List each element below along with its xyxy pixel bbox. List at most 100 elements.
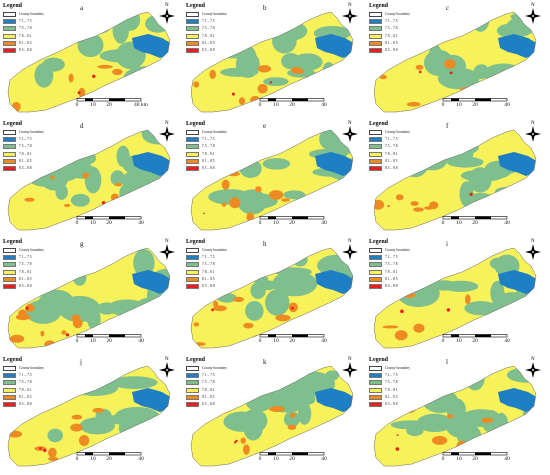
- legend-swatch: [186, 255, 199, 261]
- scale-tick-label: 20: [106, 456, 112, 462]
- legend-row-county-boundary: County boundary: [186, 11, 244, 18]
- scale-tick-label: 0: [258, 220, 262, 226]
- map-panel-b: Legend County boundary 7.1 – 7.5 7.5 – 7.8 7…: [183, 0, 365, 118]
- scale-tick-label: 20: [472, 338, 478, 344]
- ph-class-area-green: [133, 249, 155, 277]
- ph-class-area-red: [25, 306, 29, 310]
- legend-label: County boundary: [385, 366, 411, 371]
- ph-class-area-yellow: [8, 366, 170, 466]
- legend-label: 7.1 – 7.5: [385, 19, 398, 24]
- map-panel-a: Legend County boundary 7.1 – 7.5 7.5 – 7.8 7…: [0, 0, 182, 118]
- county-boundary-swatch: [369, 248, 382, 254]
- legend-label: 7.8 – 8.1: [385, 151, 398, 156]
- ph-class-area-red: [291, 306, 294, 310]
- ph-class-area-green: [34, 63, 54, 88]
- legend: Legend County boundary 7.1 – 7.5 7.5 – 7.8 7…: [3, 357, 61, 408]
- map-panel-j: Legend County boundary 7.1 – 7.5 7.5 – 7.8 7…: [0, 354, 182, 472]
- legend-label: County boundary: [19, 366, 45, 371]
- legend-swatch: [186, 276, 199, 282]
- legend-row: 7.8 – 8.1: [369, 269, 427, 276]
- scale-tick-label: 0: [258, 102, 262, 108]
- county-boundary-swatch: [186, 248, 199, 254]
- legend-label: 7.1 – 7.5: [202, 373, 215, 378]
- legend-swatch: [369, 373, 382, 379]
- ph-class-area-orange: [382, 325, 399, 329]
- map-panel-c: Legend County boundary 7.1 – 7.5 7.5 – 7.8 7…: [366, 0, 548, 118]
- ph-class-area-orange: [193, 322, 200, 327]
- lake-area: [498, 34, 536, 58]
- county-boundary: [7, 365, 171, 467]
- ph-class-area-orange: [48, 447, 57, 458]
- legend-swatch: [186, 26, 199, 32]
- map-panel-l: Legend County boundary 7.1 – 7.5 7.5 – 7.8 7…: [366, 354, 548, 472]
- legend-title: Legend: [369, 239, 389, 245]
- panel-label: g: [80, 240, 84, 248]
- legend-row: 8.1 – 8.5: [369, 40, 427, 47]
- legend-label: 7.8 – 8.1: [19, 33, 32, 38]
- lake-area: [315, 388, 353, 412]
- ph-class-area-green: [299, 393, 316, 405]
- legend-label: 8.5 – 8.8: [385, 402, 398, 407]
- map-panel-i: Legend County boundary 7.1 – 7.5 7.5 – 7.8 7…: [366, 236, 548, 354]
- legend-label: 8.5 – 8.8: [385, 284, 398, 289]
- ph-class-area-orange: [415, 64, 424, 70]
- ph-class-area-orange: [421, 104, 435, 111]
- lake-area: [498, 388, 536, 412]
- ph-class-area-red: [65, 333, 70, 337]
- county-boundary-swatch: [3, 130, 16, 136]
- ph-class-area-green: [265, 289, 290, 316]
- north-arrow-icon: N: [339, 121, 361, 146]
- ph-class-area-orange: [379, 74, 387, 80]
- scale-tick-label: 20: [289, 220, 295, 226]
- map-h: [190, 247, 354, 349]
- legend-swatch: [369, 387, 382, 393]
- legend-row: 8.5 – 8.8: [3, 165, 61, 172]
- legend-row-county-boundary: County boundary: [369, 365, 427, 372]
- legend-label: 8.1 – 8.5: [19, 276, 32, 281]
- ph-class-area-green: [483, 63, 524, 84]
- north-arrow-icon: N: [522, 3, 544, 28]
- ph-class-area-red: [396, 434, 399, 436]
- ph-class-area-green: [260, 16, 291, 34]
- scale-tick-label: 0: [441, 456, 445, 462]
- legend-row: 7.1 – 7.5: [3, 372, 61, 379]
- legend-row: 8.1 – 8.5: [186, 40, 244, 47]
- legend-label: County boundary: [385, 130, 411, 135]
- ph-class-area-orange: [255, 186, 262, 193]
- legend-row-county-boundary: County boundary: [3, 11, 61, 18]
- legend-title: Legend: [186, 121, 206, 127]
- legend-label: 7.5 – 7.8: [385, 26, 398, 31]
- ph-class-area-green: [151, 414, 170, 443]
- north-arrow-icon: N: [156, 239, 178, 264]
- legend-label: 8.5 – 8.8: [202, 48, 215, 53]
- legend-title: Legend: [3, 357, 23, 363]
- legend-row: 7.8 – 8.1: [369, 387, 427, 394]
- legend-title: Legend: [3, 3, 23, 9]
- legend-row: 7.5 – 7.8: [3, 379, 61, 386]
- county-boundary: [373, 129, 537, 231]
- legend-title: Legend: [186, 239, 206, 245]
- legend-row: 7.5 – 7.8: [369, 379, 427, 386]
- legend-title: Legend: [369, 357, 389, 363]
- scale-tick-label: 10: [456, 102, 462, 108]
- ph-class-area-orange: [287, 424, 297, 430]
- legend-swatch: [3, 269, 16, 275]
- legend-swatch: [3, 26, 16, 32]
- legend-row: 7.1 – 7.5: [186, 254, 244, 261]
- ph-class-area-orange: [221, 202, 227, 207]
- north-arrow-icon: N: [522, 121, 544, 146]
- legend-label: 8.5 – 8.8: [202, 284, 215, 289]
- north-label: N: [165, 121, 169, 126]
- scale-tick-label: 10: [456, 220, 462, 226]
- lake-area: [132, 152, 170, 176]
- legend-label: 7.8 – 8.1: [202, 269, 215, 274]
- legend-label: 8.5 – 8.8: [202, 402, 215, 407]
- ph-class-area-green: [84, 166, 102, 194]
- north-label: N: [348, 357, 352, 362]
- legend-swatch: [3, 48, 16, 54]
- legend-label: 7.8 – 8.1: [19, 151, 32, 156]
- legend-label: 8.1 – 8.5: [385, 394, 398, 399]
- legend-title: Legend: [369, 3, 389, 9]
- legend-row: 8.1 – 8.5: [186, 158, 244, 165]
